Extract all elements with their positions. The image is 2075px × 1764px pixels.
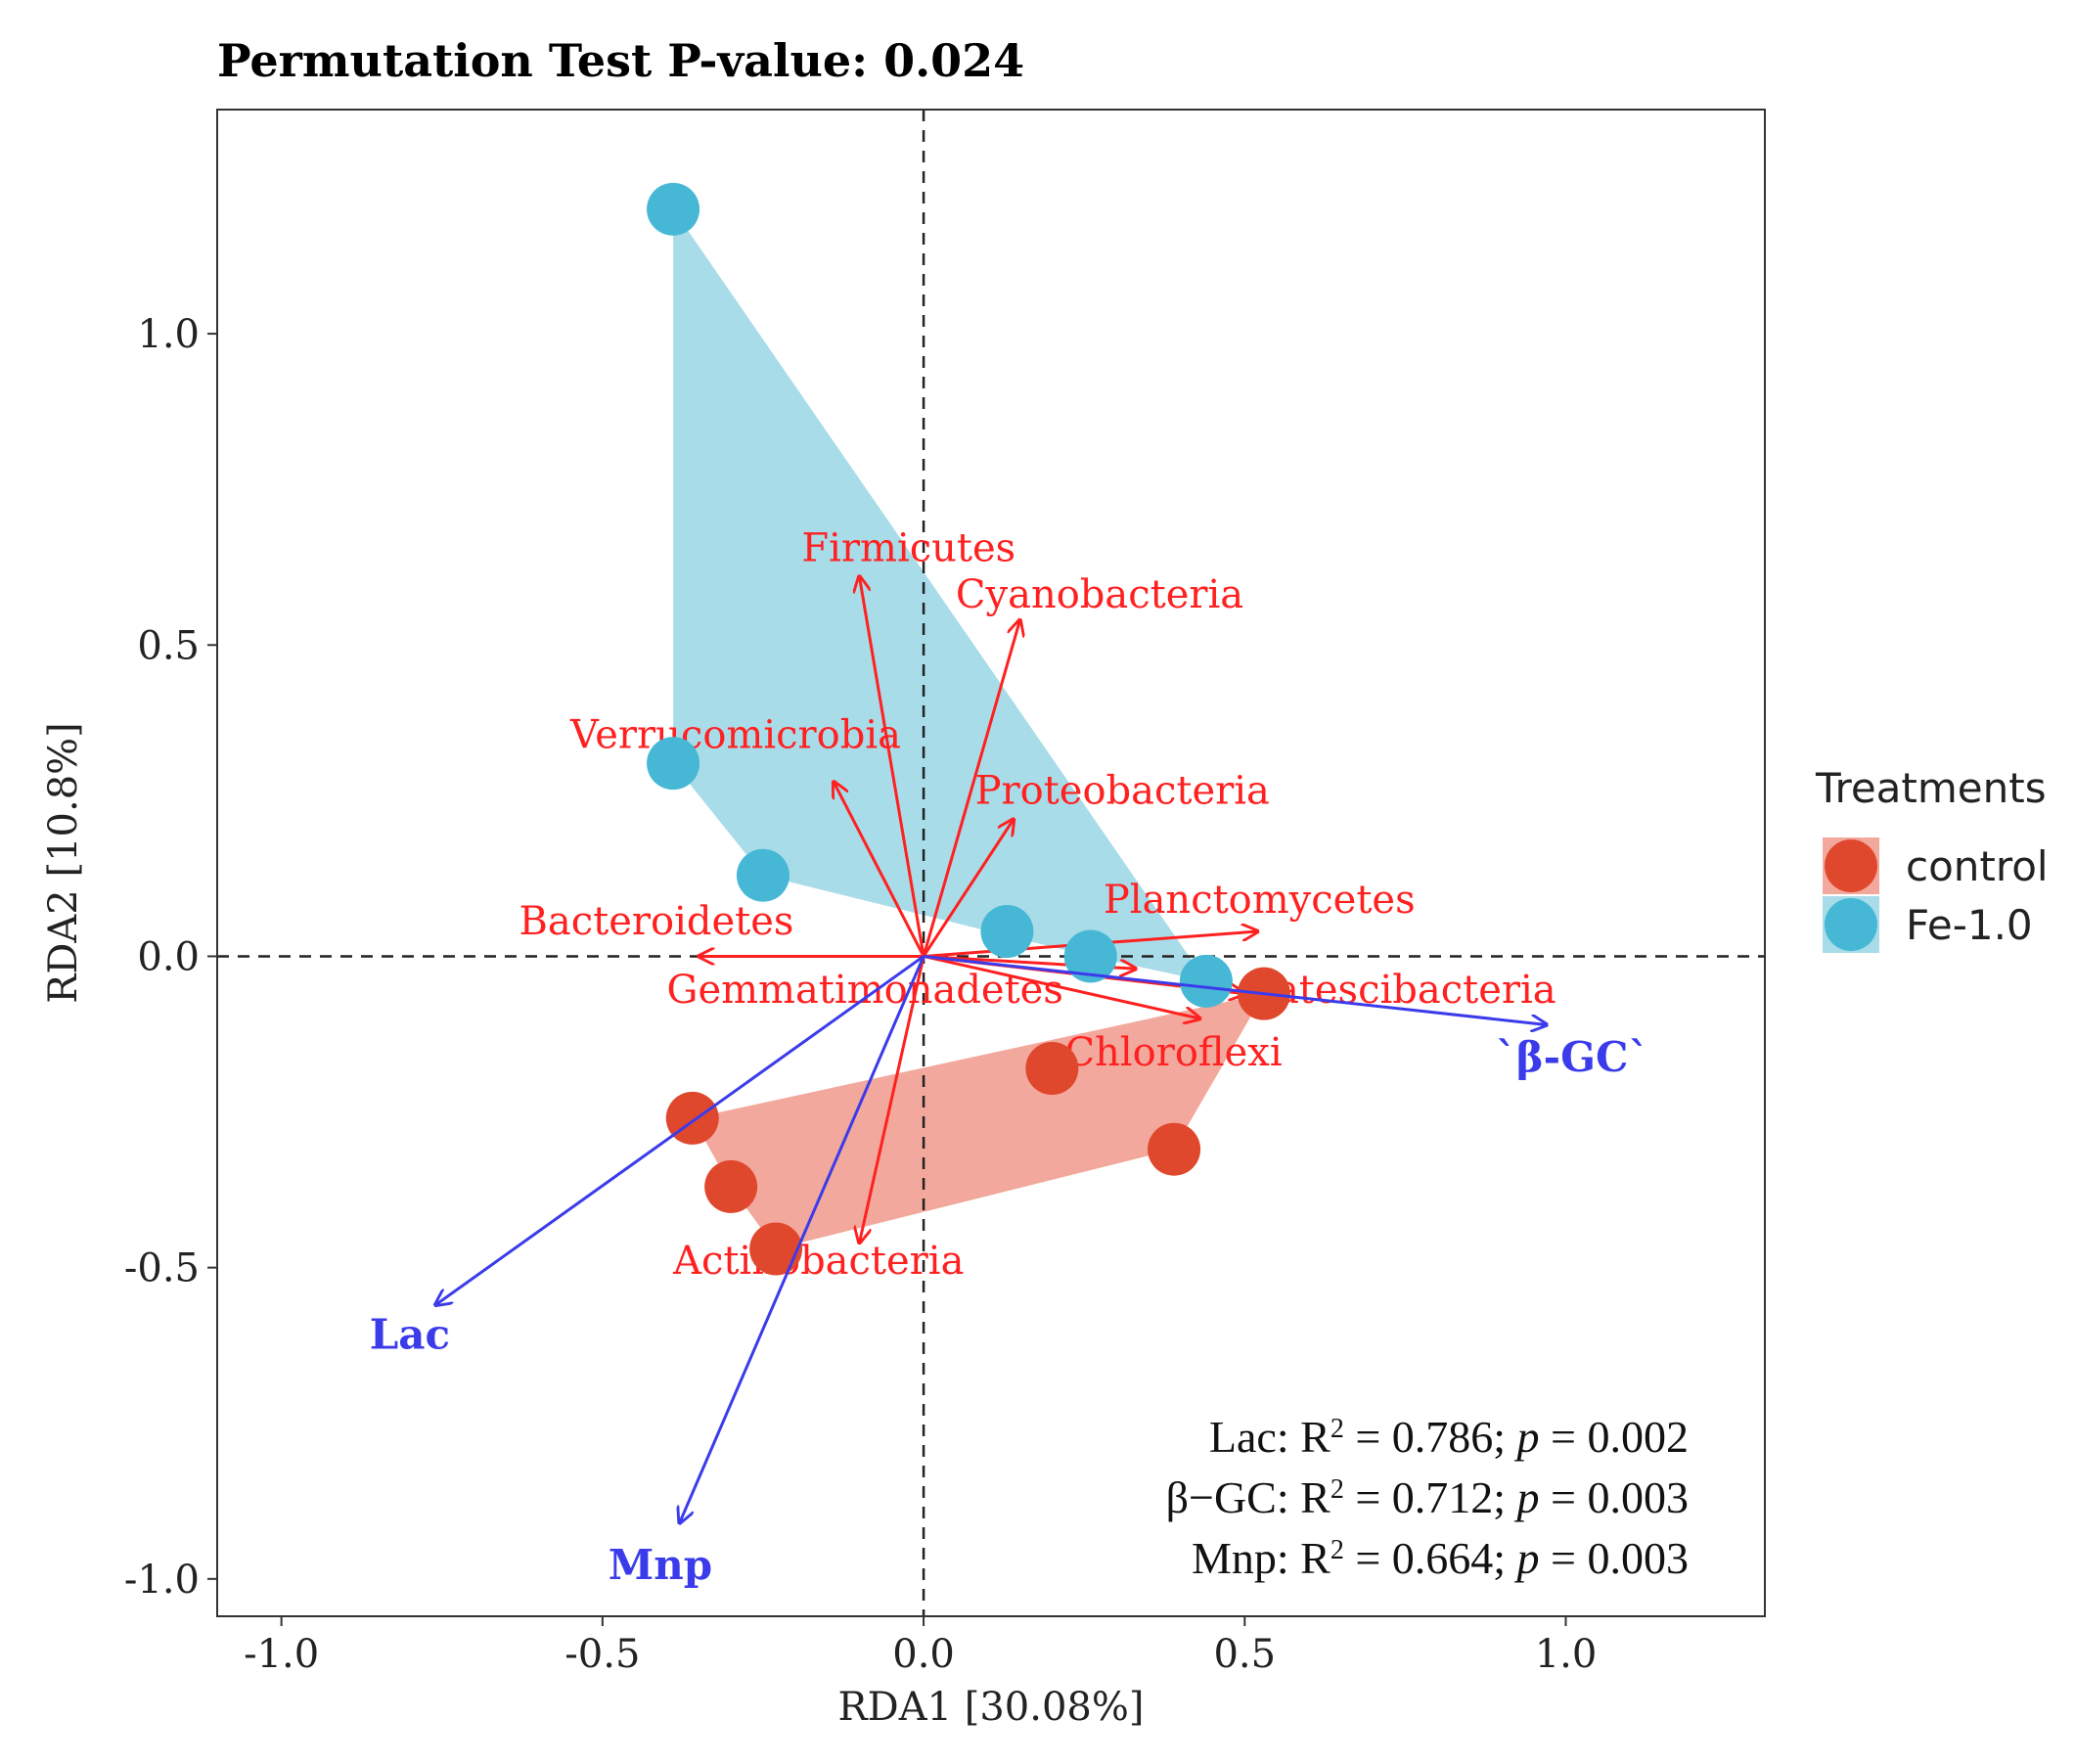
x-axis-title: RDA1 [30.08%]	[838, 1685, 1145, 1730]
y-axis-title: RDA2 [10.8%]	[41, 722, 86, 1004]
point-fe-1-0-1	[647, 182, 700, 236]
y-tick-label-1: -1.0	[124, 1558, 200, 1603]
x-tick-label-4: 0.5	[1213, 1632, 1276, 1677]
legend-key-control	[1825, 839, 1877, 892]
species-arrow-proteobacteria	[922, 819, 1014, 958]
env-label-lac: Lac	[370, 1310, 450, 1358]
species-arrow-verrucomicrobia	[834, 782, 925, 958]
point-fe-1-0-3	[736, 848, 789, 902]
x-tick-label-1: -1.0	[244, 1632, 319, 1677]
x-tick-label-2: -0.5	[564, 1632, 640, 1677]
point-control-2	[704, 1159, 758, 1213]
species-label-chloroflexi: Chloroflexi	[1064, 1030, 1282, 1075]
species-label-patescibacteria: Patescibacteria	[1251, 968, 1556, 1013]
species-label-planctomycetes: Planctomycetes	[1104, 878, 1416, 923]
legend-key-fe-1-0	[1825, 898, 1877, 951]
species-label-firmicutes: Firmicutes	[801, 525, 1015, 570]
legend-title: Treatments	[1815, 764, 2047, 812]
group-hulls	[673, 208, 1264, 1249]
stat-line-lac: Lac: R2 = 0.786; p = 0.002	[1209, 1412, 1689, 1462]
sample-points	[647, 182, 1290, 1276]
point-control-6	[1025, 1042, 1079, 1095]
plot-panel-border	[216, 109, 1766, 1617]
y-tick-label-4: 0.5	[137, 623, 200, 668]
species-arrow-firmicutes	[859, 576, 925, 957]
stat-line-gc: β−GC: R2 = 0.712; p = 0.003	[1166, 1472, 1689, 1522]
legend: Treatments control Fe-1.0	[1815, 764, 2049, 953]
env-arrow-gc	[923, 954, 1547, 1024]
species-arrow-cyanobacteria	[922, 620, 1019, 957]
point-fe-1-0-2	[647, 737, 700, 791]
point-fe-1-0-6	[1179, 954, 1233, 1008]
species-arrow-actinobacteria	[859, 956, 925, 1243]
env-arrow-mnp	[680, 955, 925, 1522]
species-arrow-chloroflexi	[923, 954, 1199, 1018]
species-label-verrucomicrobia: Verrucomicrobia	[569, 712, 901, 757]
x-tick-label-5: 1.0	[1535, 1632, 1598, 1677]
point-control-3	[749, 1222, 803, 1276]
y-axis: -1.0 -0.5 0.0 0.5 1.0	[124, 312, 217, 1603]
point-control-1	[665, 1091, 719, 1145]
x-axis: -1.0 -0.5 0.0 0.5 1.0	[244, 1616, 1597, 1677]
point-control-4	[1148, 1122, 1201, 1176]
legend-label-fe-1-0: Fe-1.0	[1906, 901, 2033, 949]
species-label-proteobacteria: Proteobacteria	[975, 769, 1270, 814]
point-fe-1-0-5	[1063, 929, 1117, 983]
env-arrow-lac	[435, 955, 925, 1304]
chart-title: Permutation Test P-value: 0.024	[217, 34, 1024, 87]
y-tick-label-3: 0.0	[137, 934, 200, 979]
point-fe-1-0-4	[980, 905, 1034, 958]
y-tick-label-5: 1.0	[137, 312, 200, 357]
env-label-gc: `β-GC`	[1496, 1033, 1649, 1081]
x-tick-label-3: 0.0	[892, 1632, 955, 1677]
species-label-actinobacteria: Actinobacteria	[672, 1239, 964, 1284]
species-label-cyanobacteria: Cyanobacteria	[956, 572, 1243, 617]
env-label-mnp: Mnp	[609, 1541, 712, 1589]
species-label-gemmatimonadetes: Gemmatimonadetes	[667, 968, 1063, 1013]
zero-reference-lines	[217, 110, 1765, 1616]
y-tick-label-2: -0.5	[124, 1246, 200, 1291]
hull-control	[692, 993, 1264, 1249]
stat-line-mnp: Mnp: R2 = 0.664; p = 0.003	[1192, 1533, 1689, 1583]
stats-annotation: Lac: R2 = 0.786; p = 0.002 β−GC: R2 = 0.7…	[1166, 1412, 1689, 1583]
legend-label-control: control	[1906, 842, 2049, 890]
hull-fe-1-0	[673, 208, 1206, 981]
species-label-bacteroidetes: Bacteroidetes	[519, 899, 794, 944]
environment-arrows: Lac `β-GC` Mnp	[370, 954, 1649, 1589]
